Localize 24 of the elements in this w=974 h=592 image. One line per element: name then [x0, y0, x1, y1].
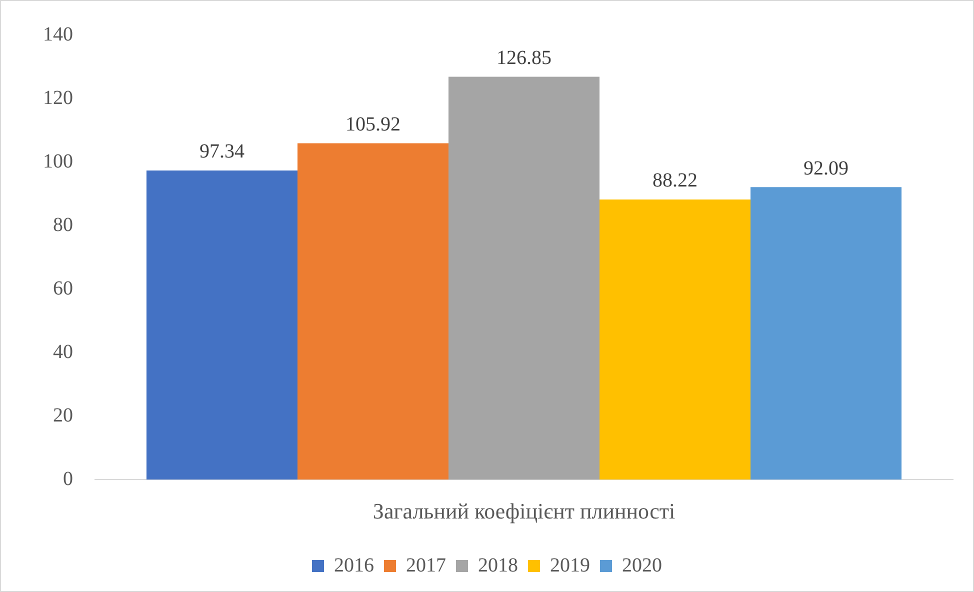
data-label: 126.85	[496, 47, 552, 70]
bar	[750, 187, 902, 480]
y-tick-label: 140	[43, 23, 73, 46]
x-tick-label: Загальний коефіцієнт плинності	[372, 498, 676, 524]
legend-label: 2020	[622, 554, 662, 576]
data-label: 88.22	[652, 170, 698, 192]
y-tick-label: 120	[43, 86, 73, 109]
y-tick-label: 100	[43, 150, 73, 172]
y-tick-label: 60	[53, 277, 73, 300]
legend-label: 2016	[334, 554, 374, 576]
data-label: 97.34	[199, 140, 244, 163]
bar	[448, 76, 600, 480]
bar	[600, 199, 751, 480]
bar	[146, 170, 298, 480]
y-tick-label: 40	[53, 340, 73, 363]
legend-label: 2018	[478, 554, 518, 576]
bar	[297, 143, 448, 480]
y-tick-label: 0	[63, 468, 73, 490]
legend-label: 2017	[406, 554, 446, 576]
data-label: 92.09	[804, 157, 849, 180]
legend-label: 2019	[550, 554, 590, 576]
y-tick-label: 20	[53, 404, 73, 426]
y-tick-label: 80	[53, 214, 73, 236]
data-label: 105.92	[345, 113, 400, 136]
